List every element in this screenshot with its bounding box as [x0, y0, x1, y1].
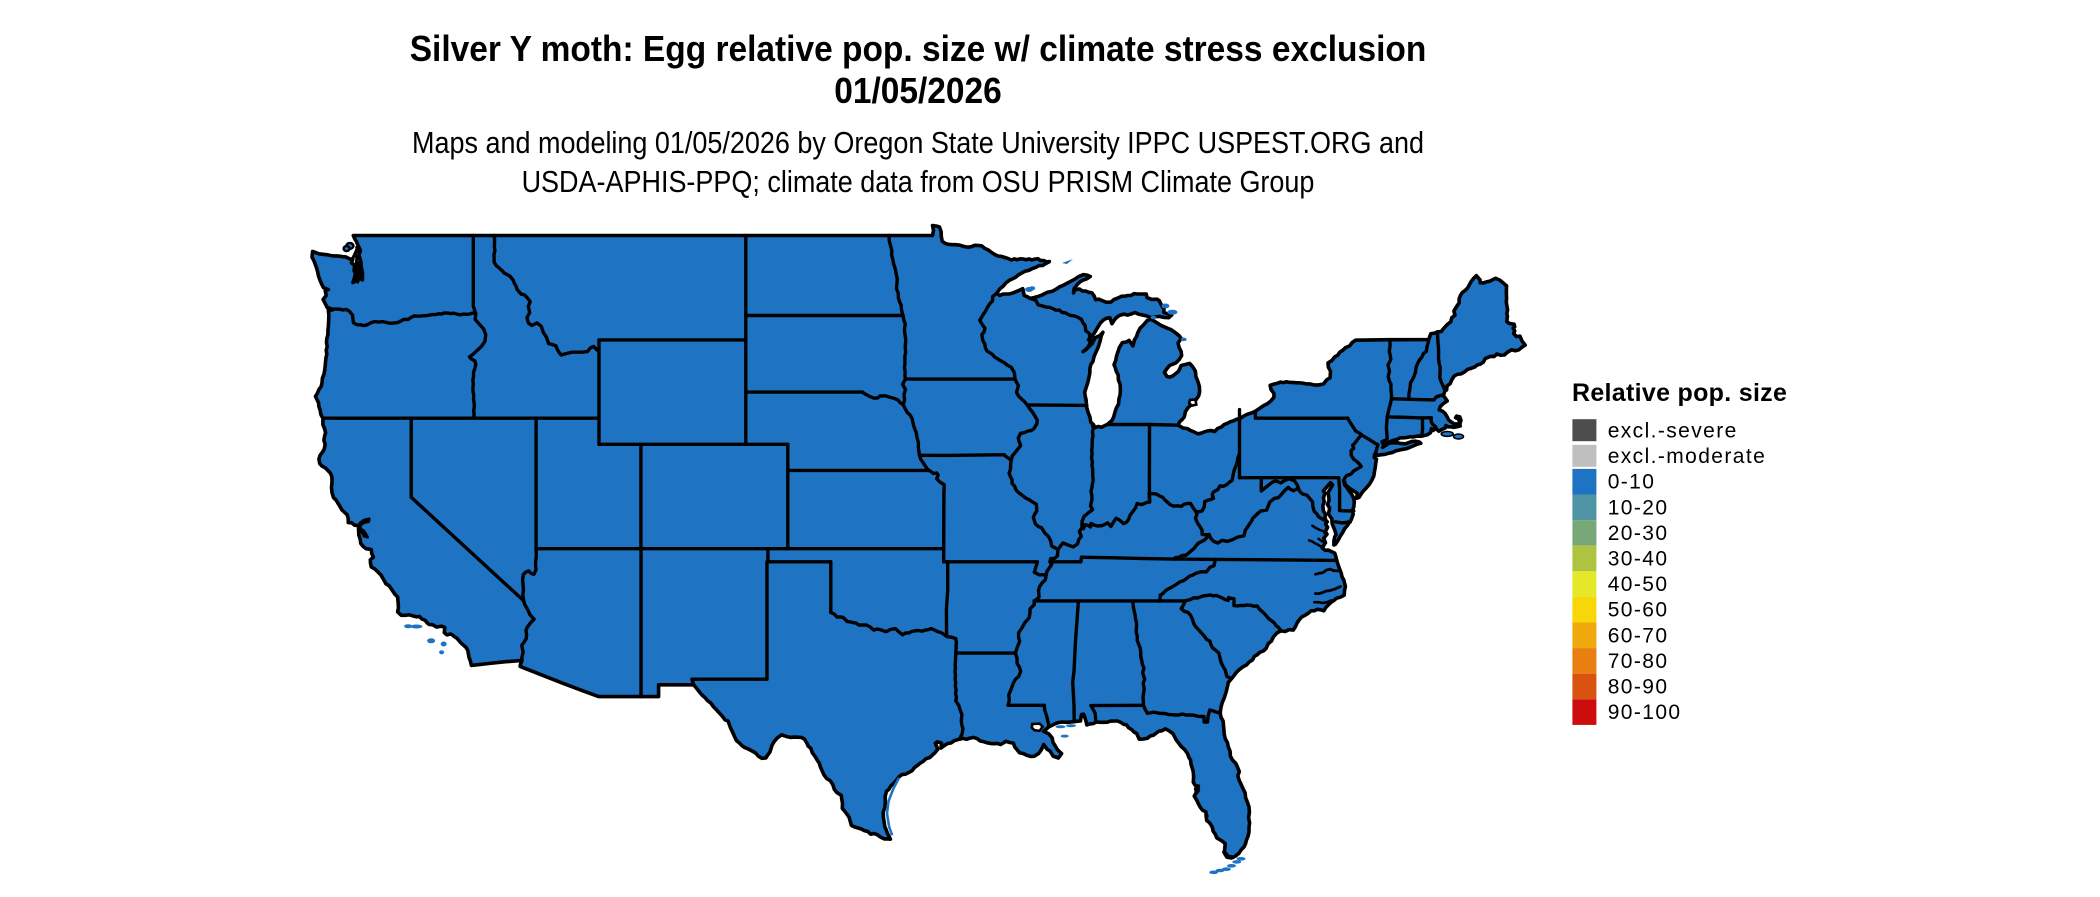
svg-text:50-60: 50-60	[1608, 599, 1669, 622]
svg-text:40-50: 40-50	[1608, 573, 1669, 596]
svg-text:excl.-moderate: excl.-moderate	[1608, 445, 1767, 468]
svg-text:Relative pop. size: Relative pop. size	[1572, 379, 1787, 407]
svg-text:0-10: 0-10	[1608, 471, 1656, 494]
svg-text:10-20: 10-20	[1608, 496, 1669, 519]
svg-text:70-80: 70-80	[1608, 650, 1669, 673]
svg-text:60-70: 60-70	[1608, 624, 1669, 647]
svg-text:80-90: 80-90	[1608, 676, 1669, 699]
svg-text:excl.-severe: excl.-severe	[1608, 420, 1738, 443]
svg-text:30-40: 30-40	[1608, 548, 1669, 571]
svg-text:20-30: 20-30	[1608, 522, 1669, 545]
svg-text:90-100: 90-100	[1608, 701, 1682, 724]
